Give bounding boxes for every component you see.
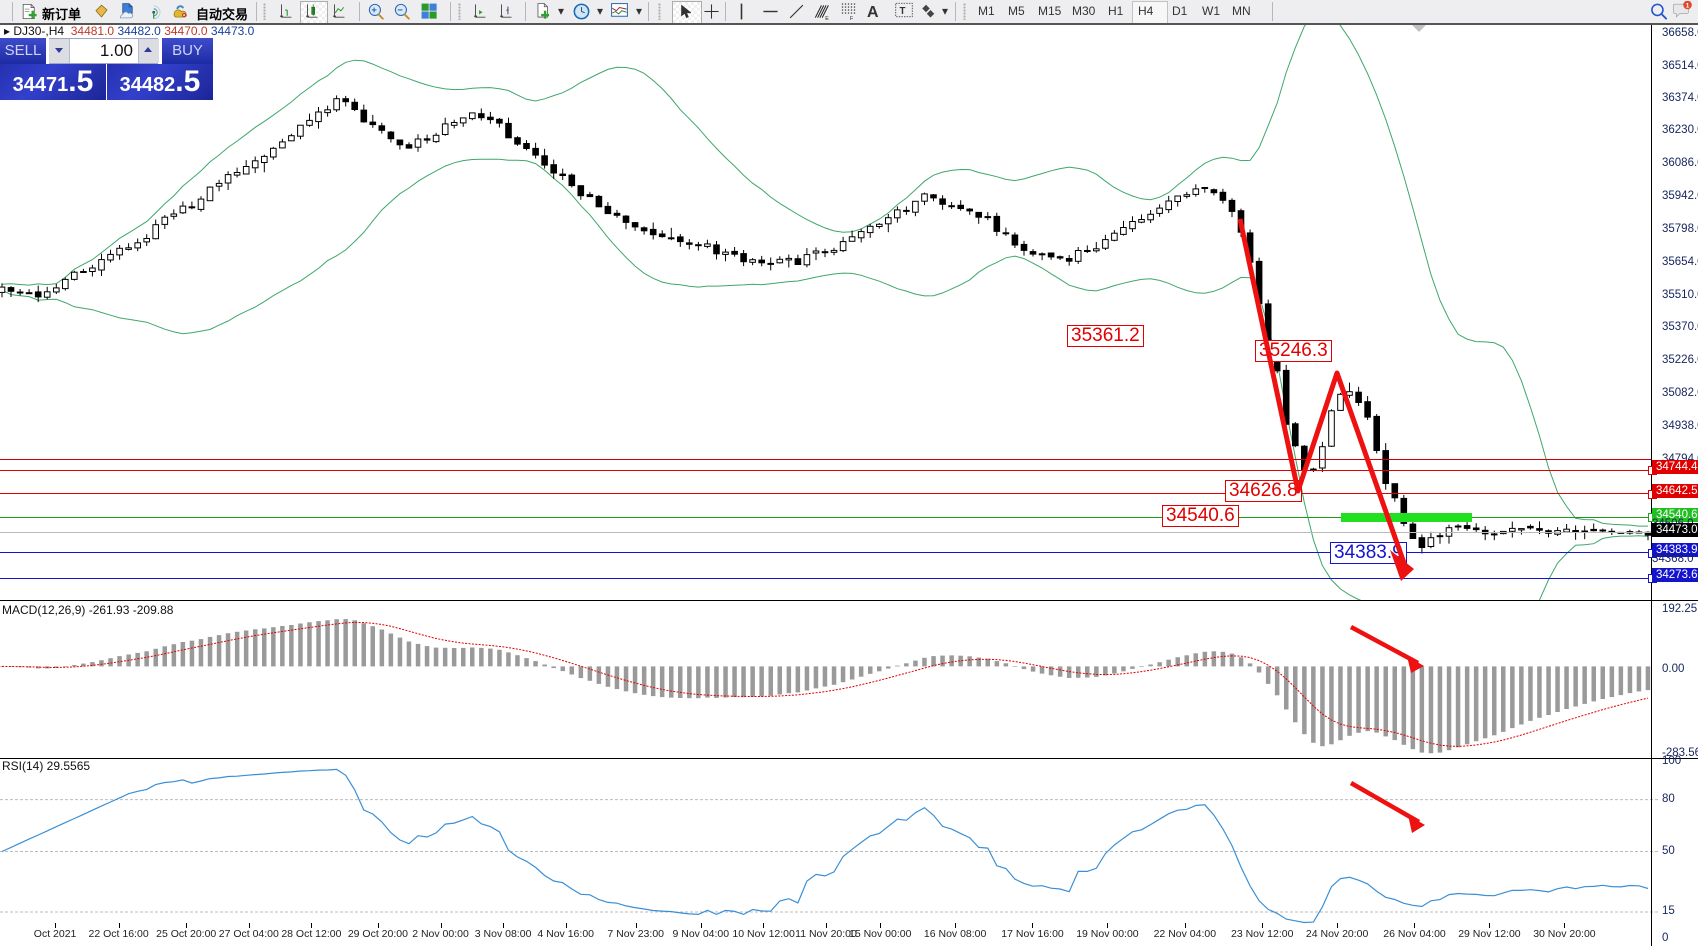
svg-text:T: T [900,6,906,17]
svg-text:F: F [850,16,853,21]
svg-text:1: 1 [1686,3,1690,10]
svg-text:E: E [825,16,829,21]
